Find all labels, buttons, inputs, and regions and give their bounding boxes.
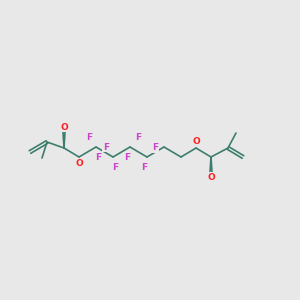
Text: F: F [103, 142, 109, 152]
Text: O: O [207, 172, 215, 182]
Text: F: F [135, 134, 141, 142]
Text: O: O [75, 158, 83, 167]
Text: F: F [124, 152, 130, 161]
Text: F: F [141, 163, 147, 172]
Text: F: F [112, 163, 118, 172]
Text: O: O [192, 137, 200, 146]
Text: F: F [152, 143, 158, 152]
Text: F: F [95, 152, 101, 161]
Text: F: F [86, 133, 92, 142]
Text: O: O [60, 122, 68, 131]
